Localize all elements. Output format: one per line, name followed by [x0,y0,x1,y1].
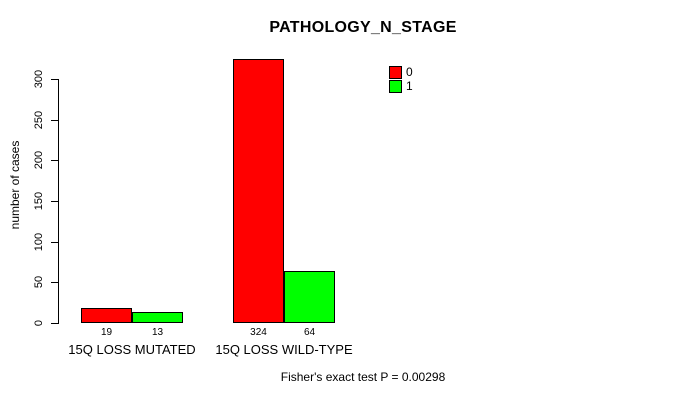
y-tick-mark [51,323,58,324]
bar-value-label: 19 [100,327,113,338]
y-tick-mark [51,160,58,161]
y-tick-label: 100 [33,232,45,252]
legend-swatch-0 [389,66,402,79]
bar-1 [132,312,183,323]
y-tick-mark [51,201,58,202]
chart-title: PATHOLOGY_N_STAGE [269,19,457,36]
bar-0 [233,59,284,323]
category-label: 15Q LOSS WILD-TYPE [215,342,353,357]
legend-label: 0 [406,65,413,79]
y-tick-label: 50 [33,275,45,289]
stat-annotation: Fisher's exact test P = 0.00298 [280,370,446,384]
bar-1 [284,271,335,323]
y-tick-label: 150 [33,191,45,211]
y-tick-label: 200 [33,150,45,170]
legend-label: 1 [406,79,413,93]
y-tick-mark [51,120,58,121]
y-tick-mark [51,79,58,80]
legend-swatch-1 [389,80,402,93]
y-axis-title: number of cases [8,140,22,230]
bar-0 [81,308,132,323]
category-label: 15Q LOSS MUTATED [68,342,196,357]
y-tick-label: 300 [33,69,45,89]
bar-value-label: 324 [250,327,267,338]
y-tick-label: 0 [33,319,45,327]
y-axis-line [58,79,59,324]
bar-value-label: 13 [151,327,164,338]
y-tick-mark [51,282,58,283]
y-tick-label: 250 [33,110,45,130]
y-tick-mark [51,242,58,243]
bar-value-label: 64 [303,327,316,338]
